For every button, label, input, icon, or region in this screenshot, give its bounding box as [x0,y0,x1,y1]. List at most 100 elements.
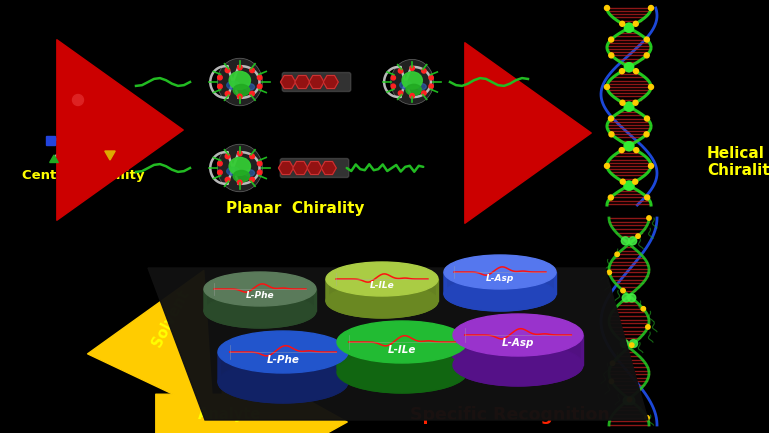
Circle shape [607,270,611,275]
Circle shape [622,294,631,302]
Circle shape [218,84,222,89]
Circle shape [636,234,641,238]
Ellipse shape [453,344,583,386]
Ellipse shape [326,262,438,296]
Ellipse shape [245,84,255,90]
Circle shape [398,91,403,95]
Ellipse shape [218,58,262,106]
Ellipse shape [233,171,250,182]
Circle shape [644,53,649,58]
Polygon shape [204,289,206,311]
Circle shape [633,100,638,105]
Ellipse shape [229,71,251,89]
Text: L-Phe: L-Phe [245,291,275,301]
Circle shape [628,294,636,302]
Text: Specific Recognition: Specific Recognition [410,406,610,424]
Circle shape [623,397,631,404]
Circle shape [629,237,637,245]
Circle shape [429,84,433,88]
Circle shape [421,69,426,73]
Circle shape [238,94,242,99]
Ellipse shape [218,331,348,373]
Circle shape [624,63,634,72]
Circle shape [410,66,414,71]
Polygon shape [326,279,328,301]
Circle shape [630,343,634,347]
Circle shape [619,148,624,152]
Circle shape [633,21,638,26]
Ellipse shape [453,314,583,356]
Polygon shape [436,279,438,301]
Circle shape [225,91,230,96]
Circle shape [225,178,230,182]
Polygon shape [453,335,455,365]
Ellipse shape [227,167,240,175]
Circle shape [250,154,255,158]
Circle shape [398,69,403,73]
Circle shape [647,216,651,220]
Circle shape [258,75,262,80]
Polygon shape [314,289,316,311]
FancyBboxPatch shape [46,136,55,145]
Circle shape [648,84,654,90]
Text: Solvent: Solvent [150,287,192,349]
Circle shape [421,91,426,95]
Ellipse shape [233,84,250,96]
Circle shape [604,6,610,10]
Polygon shape [581,335,583,365]
Ellipse shape [417,84,426,90]
Circle shape [644,195,650,200]
Circle shape [238,180,242,185]
Polygon shape [444,272,446,294]
Circle shape [250,91,255,96]
Circle shape [624,23,634,32]
Circle shape [225,154,230,158]
Circle shape [644,116,650,121]
Circle shape [609,132,614,137]
Polygon shape [218,352,348,403]
Circle shape [608,37,614,42]
Circle shape [218,75,222,80]
Ellipse shape [218,361,348,403]
Circle shape [611,361,614,365]
Ellipse shape [245,170,255,176]
Ellipse shape [444,255,556,289]
Polygon shape [148,268,648,420]
Circle shape [608,195,614,200]
Circle shape [429,76,433,80]
Circle shape [624,181,633,190]
Ellipse shape [204,272,316,306]
Circle shape [625,181,634,190]
Circle shape [250,178,255,182]
Ellipse shape [406,84,421,95]
Circle shape [646,325,650,329]
Circle shape [641,307,645,311]
Circle shape [258,161,262,166]
Circle shape [621,237,629,245]
Polygon shape [337,342,467,393]
Ellipse shape [337,351,467,393]
Circle shape [620,69,624,74]
Polygon shape [444,272,556,311]
Text: L-Asp: L-Asp [486,274,514,283]
Polygon shape [218,352,220,382]
Text: Planar  Chirality: Planar Chirality [226,200,365,216]
Circle shape [391,76,395,80]
Circle shape [624,23,634,32]
Circle shape [238,151,242,156]
Polygon shape [337,342,339,372]
Circle shape [627,397,634,404]
Circle shape [634,69,638,74]
Circle shape [410,94,414,98]
Text: L-Asp: L-Asp [502,339,534,349]
Circle shape [608,116,614,121]
Circle shape [621,339,628,348]
Circle shape [218,161,222,166]
Circle shape [620,100,625,105]
Text: L-ILe: L-ILe [388,346,416,355]
Circle shape [624,102,633,111]
Ellipse shape [400,81,412,89]
Ellipse shape [229,157,251,175]
Circle shape [644,132,649,137]
Circle shape [238,65,242,70]
